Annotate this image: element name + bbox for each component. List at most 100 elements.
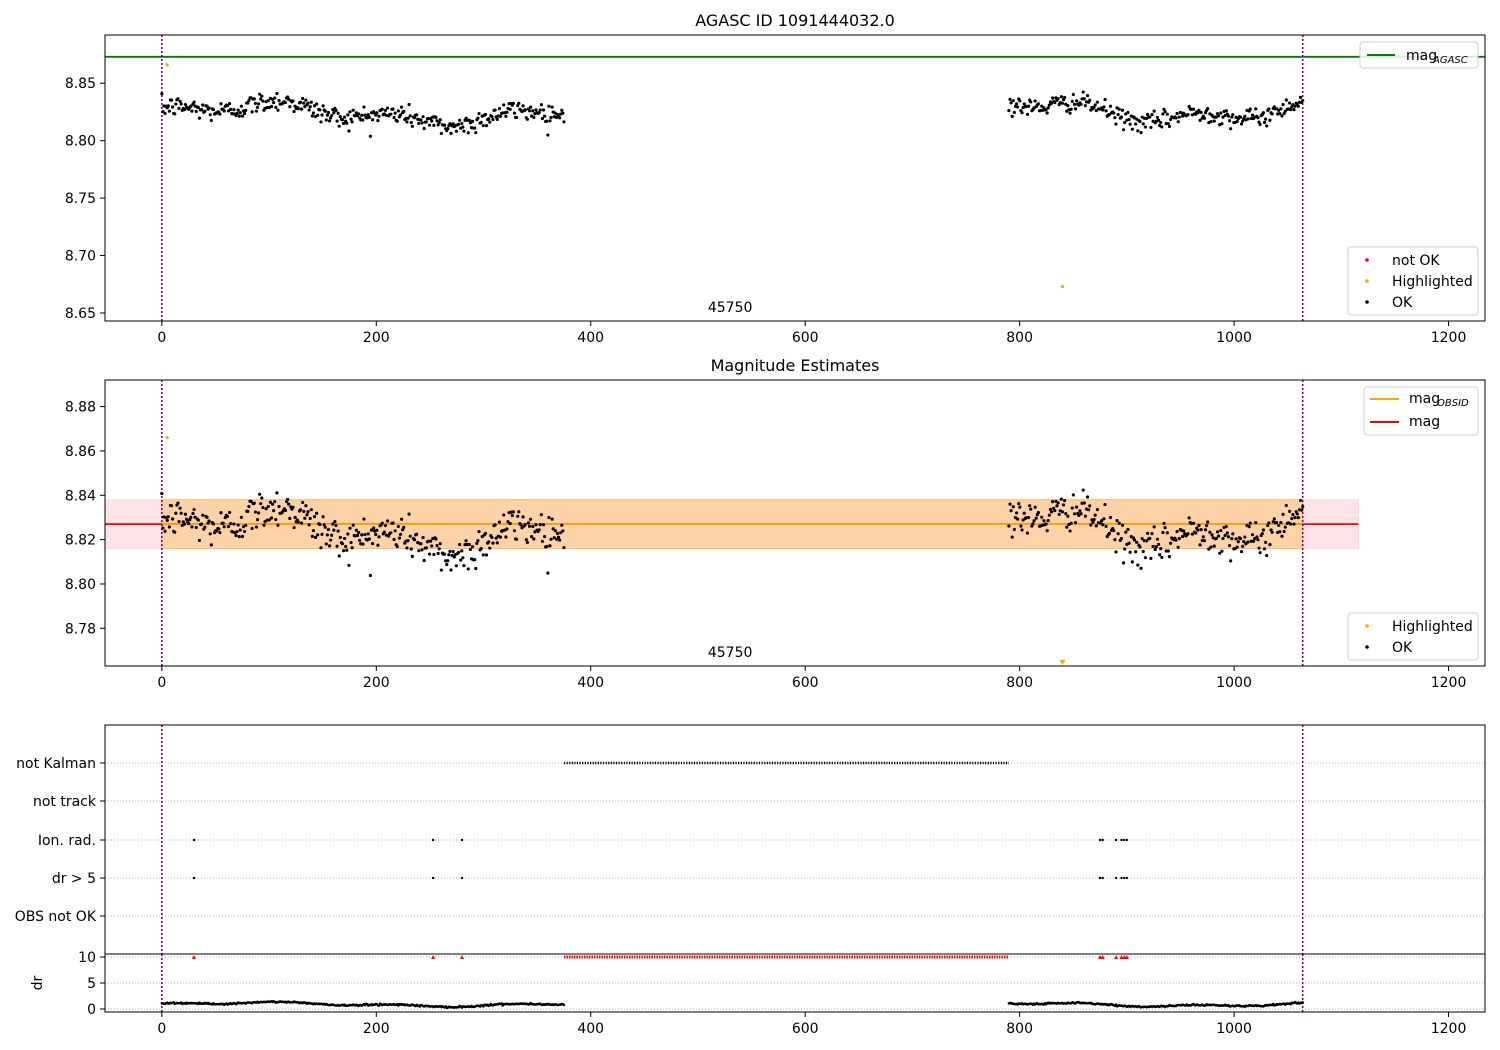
ok-point xyxy=(301,500,305,505)
ok-point xyxy=(1075,505,1079,509)
legend-sub: OBSID xyxy=(1437,398,1469,409)
ok-point xyxy=(176,501,180,505)
ok-point xyxy=(1226,114,1231,118)
ok-point xyxy=(1199,110,1203,115)
ok-point xyxy=(490,535,494,540)
ok-point xyxy=(562,120,566,124)
ok-point xyxy=(1191,107,1196,111)
ok-point xyxy=(332,528,336,532)
ok-point xyxy=(395,544,399,549)
ok-point xyxy=(227,102,232,106)
ok-point xyxy=(1292,108,1296,112)
ok-point xyxy=(1243,535,1247,539)
ok-point xyxy=(456,122,461,126)
ok-point xyxy=(174,511,178,515)
ok-point xyxy=(1254,520,1258,525)
ok-point xyxy=(315,102,319,106)
ok-point xyxy=(299,107,304,111)
ok-point xyxy=(354,528,359,532)
ok-point xyxy=(1061,503,1066,507)
ok-point xyxy=(329,116,333,120)
ok-point xyxy=(519,523,523,527)
ok-point xyxy=(272,508,276,513)
ok-point xyxy=(1212,119,1216,123)
ok-point xyxy=(494,536,498,540)
ok-point xyxy=(1007,109,1011,113)
ok-point xyxy=(330,533,334,537)
ok-point xyxy=(438,541,442,546)
ok-point xyxy=(1257,546,1261,550)
ok-point xyxy=(366,532,370,536)
ok-point xyxy=(1231,532,1235,536)
ok-point xyxy=(243,111,247,116)
legend-label: OK xyxy=(1392,640,1413,656)
ok-point xyxy=(332,111,336,115)
x-tick-label: 400 xyxy=(577,330,604,346)
ok-point xyxy=(1166,549,1170,553)
ok-point xyxy=(1093,513,1097,517)
ok-point xyxy=(1220,549,1224,553)
ok-point xyxy=(398,532,403,536)
ok-point xyxy=(1093,103,1097,107)
flag-point xyxy=(1120,876,1123,880)
flag-point xyxy=(1122,876,1126,880)
ok-point xyxy=(235,529,239,534)
ok-point xyxy=(236,523,240,527)
flag-point xyxy=(1114,876,1118,880)
ok-point xyxy=(273,499,277,504)
ok-point xyxy=(556,535,561,539)
legend-marker xyxy=(1365,624,1369,628)
ok-point xyxy=(393,111,397,115)
ok-point xyxy=(1113,537,1117,542)
ok-point xyxy=(436,123,440,127)
ok-point xyxy=(288,516,292,521)
ok-point xyxy=(261,99,265,103)
ok-point xyxy=(445,562,449,567)
ok-point xyxy=(1202,539,1207,543)
ok-point xyxy=(498,114,503,118)
ok-point xyxy=(1014,102,1019,106)
ok-point xyxy=(1116,113,1120,117)
ok-point xyxy=(558,538,562,542)
ok-point xyxy=(459,558,463,562)
ok-point xyxy=(1262,547,1267,551)
ok-point xyxy=(291,99,295,103)
y-tick-label: 8.70 xyxy=(65,249,96,265)
ok-point xyxy=(1044,107,1048,112)
ok-point xyxy=(327,544,332,548)
ok-point xyxy=(179,102,183,106)
ok-point xyxy=(1011,505,1015,509)
ok-point xyxy=(1258,122,1262,127)
flag-marks-2 xyxy=(192,838,1129,842)
ok-point xyxy=(1229,127,1233,131)
ok-point xyxy=(335,544,339,548)
ok-point xyxy=(363,113,367,117)
ok-point xyxy=(1095,508,1099,512)
ok-point xyxy=(412,538,417,542)
dr-clipped-group xyxy=(191,955,1129,959)
ok-point xyxy=(449,568,453,572)
ok-point xyxy=(377,535,381,539)
ok-point xyxy=(516,514,520,518)
ok-point xyxy=(1248,107,1252,111)
ok-point xyxy=(523,108,527,112)
ok-point xyxy=(397,536,402,540)
dr-group xyxy=(160,999,1305,1010)
ok-point xyxy=(1082,501,1086,505)
ok-point xyxy=(1128,550,1132,554)
ok-point xyxy=(250,110,254,114)
ok-point xyxy=(238,528,242,532)
ok-point xyxy=(515,537,519,541)
ok-point xyxy=(1278,111,1282,116)
ok-point xyxy=(1029,507,1033,511)
ok-point xyxy=(270,502,275,506)
ok-point xyxy=(178,506,182,510)
flag-point xyxy=(1098,876,1102,880)
ok-point xyxy=(346,113,350,117)
ok-point xyxy=(345,121,349,125)
ok-point xyxy=(1202,116,1207,120)
ok-point xyxy=(1079,102,1083,106)
ok-point xyxy=(238,111,242,115)
ok-point xyxy=(170,517,175,521)
ok-point xyxy=(217,527,221,531)
